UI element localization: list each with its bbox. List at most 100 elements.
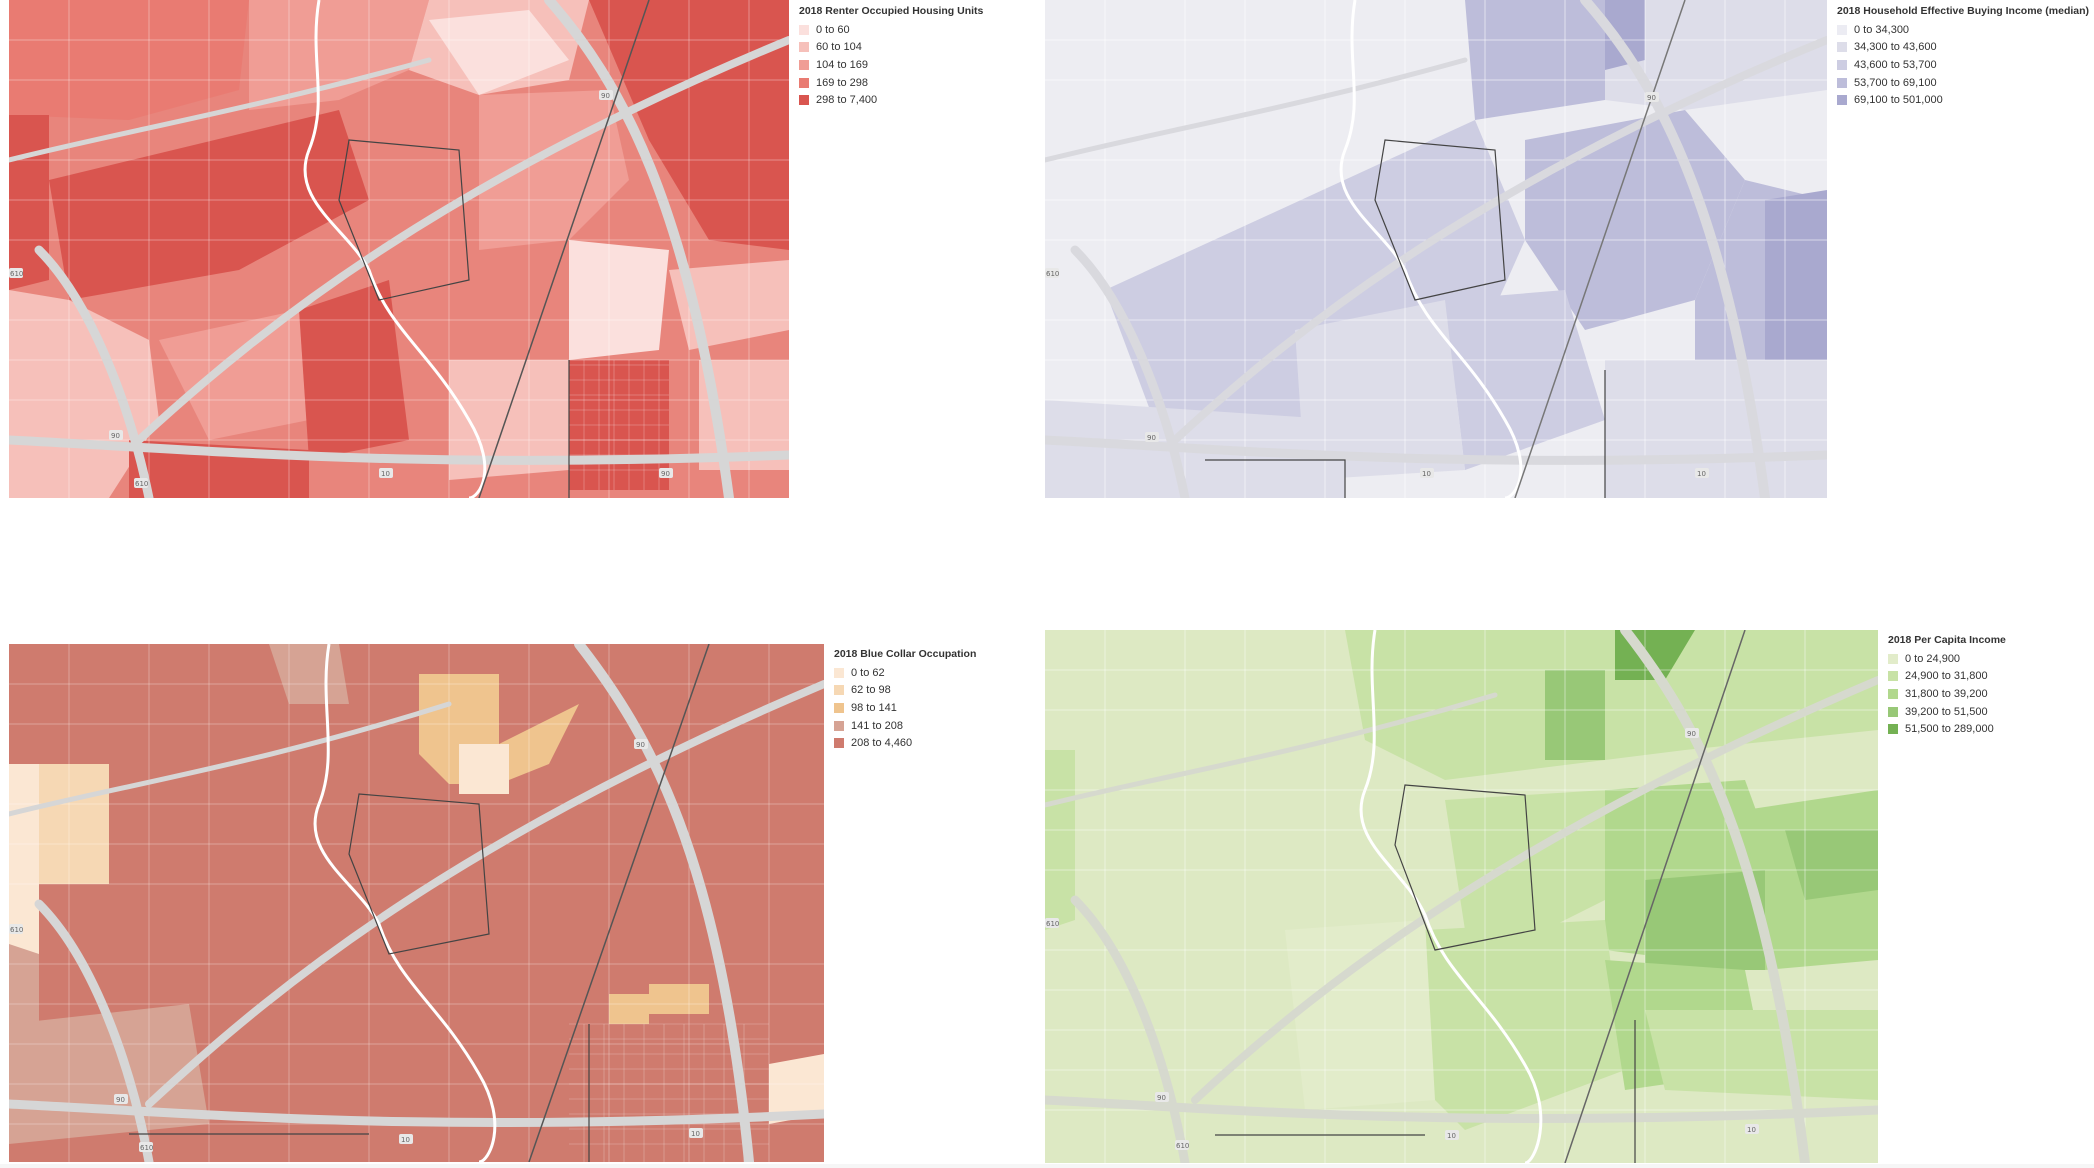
legend-label: 141 to 208 xyxy=(851,719,903,732)
legend-item[interactable]: 104 to 169 xyxy=(799,56,983,74)
highway-shield-label: 610 xyxy=(1046,270,1059,278)
legend-item[interactable]: 141 to 208 xyxy=(834,717,976,735)
street-grid-dense xyxy=(569,1023,769,1162)
legend-swatch xyxy=(1837,95,1847,106)
highways xyxy=(9,644,824,1162)
boundary xyxy=(1215,1020,1636,1163)
street-grid xyxy=(1045,0,1827,498)
legend-item[interactable]: 0 to 34,300 xyxy=(1837,21,2089,39)
legend-label: 60 to 104 xyxy=(816,41,862,54)
census-tract xyxy=(249,0,429,110)
highway-shield-label: 90 xyxy=(1687,730,1696,738)
legend-label: 0 to 60 xyxy=(816,23,850,36)
census-tract xyxy=(1545,670,1605,760)
highway-shield-label: 10 xyxy=(1697,470,1706,478)
census-tract xyxy=(649,984,709,1014)
legend-label: 43,600 to 53,700 xyxy=(1854,58,1937,71)
census-tract xyxy=(769,1054,824,1124)
highway-shield-label: 10 xyxy=(1747,1126,1756,1134)
legend-swatch xyxy=(1888,653,1898,664)
legend-item[interactable]: 208 to 4,460 xyxy=(834,734,976,752)
legend-swatch xyxy=(834,720,844,731)
census-tract xyxy=(1765,190,1827,370)
map-per-capita[interactable]: 90 90 610 610 10 10 xyxy=(1045,630,1878,1163)
legend-item[interactable]: 31,800 to 39,200 xyxy=(1888,685,2006,703)
legend-label: 169 to 298 xyxy=(816,76,868,89)
legend-item[interactable]: 51,500 to 289,000 xyxy=(1888,720,2006,738)
legend-label: 298 to 7,400 xyxy=(816,94,878,107)
legend-swatch xyxy=(1888,724,1898,735)
highway-shields: 90 90 610 610 10 10 xyxy=(9,739,703,1152)
legend-swatch xyxy=(799,42,809,53)
highway-shield-label: 610 xyxy=(140,1144,153,1152)
legend-swatch xyxy=(1837,24,1847,35)
map-household-income[interactable]: 90 90 610 10 10 xyxy=(1045,0,1827,498)
legend-label: 0 to 24,900 xyxy=(1905,652,1961,665)
census-tract xyxy=(1605,360,1827,498)
legend-item[interactable]: 34,300 to 43,600 xyxy=(1837,39,2089,57)
legend-label: 24,900 to 31,800 xyxy=(1905,670,1988,683)
legend-item[interactable]: 69,100 to 501,000 xyxy=(1837,91,2089,109)
bayou xyxy=(1359,630,1543,1163)
legend-swatch xyxy=(834,667,844,678)
legend-item[interactable]: 0 to 60 xyxy=(799,21,983,39)
legend-swatch xyxy=(1888,706,1898,717)
legend-label: 0 to 62 xyxy=(851,666,885,679)
census-tract xyxy=(1645,870,1765,970)
railway xyxy=(478,0,650,498)
legend-item[interactable]: 60 to 104 xyxy=(799,39,983,57)
legend-item[interactable]: 98 to 141 xyxy=(834,699,976,717)
census-tract xyxy=(159,310,309,440)
legend-item[interactable]: 24,900 to 31,800 xyxy=(1888,668,2006,686)
boundary xyxy=(1205,370,1606,498)
legend-swatch xyxy=(799,77,809,88)
census-tract xyxy=(1785,830,1878,900)
legend-swatch xyxy=(1837,59,1847,70)
legend-item[interactable]: 0 to 24,900 xyxy=(1888,650,2006,668)
census-tract xyxy=(1605,0,1645,70)
boundary xyxy=(338,139,470,301)
legend-item[interactable]: 169 to 298 xyxy=(799,74,983,92)
legend-item[interactable]: 43,600 to 53,700 xyxy=(1837,56,2089,74)
legend-per-capita: 2018 Per Capita Income 0 to 24,900 24,900… xyxy=(1888,634,2006,738)
highway-shields: 90 90 610 10 10 xyxy=(1045,92,1709,478)
highway-shield-label: 610 xyxy=(135,480,148,488)
census-tract xyxy=(609,994,649,1024)
boundary xyxy=(129,1024,590,1162)
legend-item[interactable]: 0 to 62 xyxy=(834,664,976,682)
highway-shield-label: 10 xyxy=(401,1136,410,1144)
boundary xyxy=(348,793,490,955)
legend-swatch xyxy=(799,24,809,35)
legend-item[interactable]: 39,200 to 51,500 xyxy=(1888,703,2006,721)
highway-shield-label: 90 xyxy=(1647,94,1656,102)
legend-title: 2018 Renter Occupied Housing Units xyxy=(799,5,984,17)
bayou xyxy=(313,644,497,1162)
boundary xyxy=(1374,139,1506,301)
census-tract xyxy=(1465,0,1645,120)
highway-shield-label: 90 xyxy=(601,92,610,100)
boundary xyxy=(1394,784,1536,951)
map-renter[interactable]: 90 90 610 610 10 90 xyxy=(9,0,789,498)
highways xyxy=(1045,0,1827,498)
highway-shield-label: 10 xyxy=(691,1130,700,1138)
census-tract xyxy=(299,280,409,460)
highway-shield-label: 90 xyxy=(636,741,645,749)
census-tract xyxy=(9,764,39,974)
railway xyxy=(1514,0,1686,498)
legend-label: 0 to 34,300 xyxy=(1854,23,1910,36)
legend-item[interactable]: 62 to 98 xyxy=(834,682,976,700)
legend-blue-collar: 2018 Blue Collar Occupation 0 to 62 62 to… xyxy=(834,648,976,752)
legend-item[interactable]: 298 to 7,400 xyxy=(799,91,983,109)
legend-label: 34,300 to 43,600 xyxy=(1854,41,1937,54)
census-tract xyxy=(1045,750,1075,930)
highway-shield-label: 90 xyxy=(116,1096,125,1104)
census-tract xyxy=(9,115,49,290)
legend-swatch xyxy=(1837,77,1847,88)
highways xyxy=(1045,630,1878,1163)
legend-item[interactable]: 53,700 to 69,100 xyxy=(1837,74,2089,92)
legend-label: 98 to 141 xyxy=(851,701,897,714)
map-blue-collar[interactable]: 90 90 610 610 10 10 xyxy=(9,644,824,1162)
legend-swatch xyxy=(799,59,809,70)
census-tract xyxy=(1425,920,1625,1130)
census-tract xyxy=(449,360,569,480)
